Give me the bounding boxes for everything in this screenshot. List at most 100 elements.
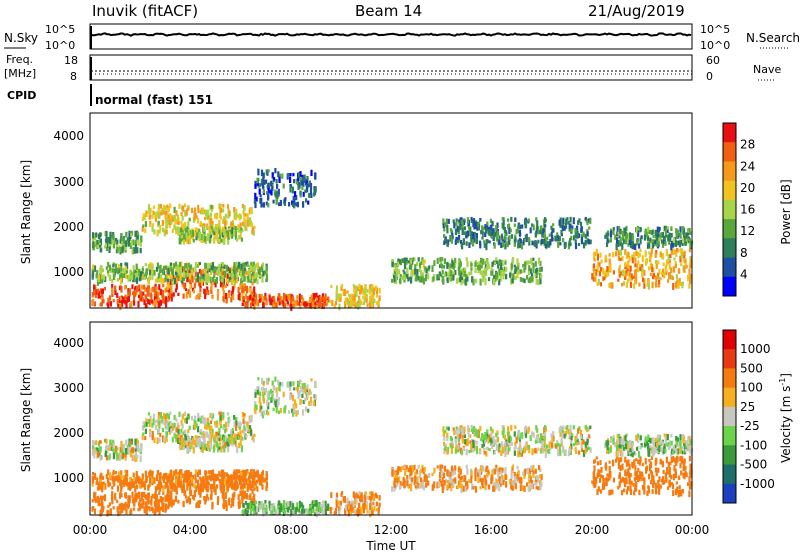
velocity-cell: [484, 485, 487, 491]
power-cell: [101, 292, 104, 297]
power-cell: [184, 203, 187, 208]
power-cell: [143, 284, 146, 290]
velocity-cell: [114, 471, 117, 475]
power-cell: [439, 257, 442, 262]
velocity-cell: [529, 435, 532, 442]
power-cell: [619, 236, 622, 243]
power-cell: [685, 236, 688, 244]
power-cell: [260, 197, 263, 203]
velocity-cell: [158, 509, 161, 516]
power-cell: [458, 267, 461, 275]
power-cell: [144, 294, 147, 301]
power-cell: [625, 233, 628, 239]
power-cell: [205, 215, 208, 219]
power-cell: [207, 274, 210, 282]
velocity-cell: [245, 478, 248, 485]
velocity-cell: [231, 485, 234, 490]
power-cell: [436, 274, 439, 281]
power-cell: [209, 212, 213, 217]
power-cell: [528, 265, 531, 271]
velocity-cell: [413, 464, 416, 471]
power-cell: [572, 217, 575, 225]
power-cell: [258, 294, 261, 298]
velocity-cell: [438, 478, 441, 483]
power-cell: [584, 217, 587, 221]
velocity-cell: [214, 440, 217, 447]
velocity-cell: [243, 483, 246, 489]
power-cell: [159, 270, 162, 274]
power-cell: [200, 224, 203, 228]
power-cell: [119, 274, 122, 280]
power-cell: [266, 185, 269, 189]
power-cell: [622, 235, 625, 241]
power-cell: [485, 259, 488, 265]
power-colorbar-segment: [723, 180, 736, 201]
velocity-cell: [513, 472, 516, 478]
velocity-cell: [236, 446, 239, 454]
velocity-cell: [440, 471, 443, 477]
power-cell: [134, 285, 137, 290]
power-cell: [161, 294, 164, 299]
power-cell: [370, 286, 373, 292]
power-cell: [439, 264, 442, 268]
velocity-cell: [371, 491, 374, 497]
power-cell: [296, 295, 299, 300]
power-cell: [231, 231, 234, 237]
power-cell: [399, 259, 403, 266]
power-cell: [593, 270, 596, 278]
power-cell: [95, 232, 98, 238]
power-cell: [173, 214, 176, 220]
velocity-cell: [261, 470, 265, 476]
velocity-cell: [490, 474, 493, 481]
power-cell: [283, 292, 286, 300]
velocity-cell: [226, 473, 230, 481]
power-cell: [96, 288, 100, 295]
velocity-cell: [239, 490, 242, 497]
power-cell: [664, 234, 668, 238]
power-cell: [654, 259, 658, 264]
velocity-cell: [229, 437, 232, 444]
power-cell: [223, 271, 227, 278]
power-cell: [193, 215, 196, 221]
velocity-cell: [210, 494, 213, 501]
velocity-cell: [213, 488, 216, 493]
velocity-cell: [134, 486, 137, 493]
velocity-cell: [95, 449, 98, 454]
velocity-cell: [120, 493, 123, 498]
power-cell: [287, 293, 290, 300]
power-cell: [599, 252, 602, 258]
velocity-cell: [501, 468, 504, 472]
power-cell: [674, 281, 678, 289]
velocity-cell: [516, 478, 519, 483]
velocity-cell: [406, 475, 409, 479]
power-cell: [545, 238, 548, 244]
power-cell: [465, 274, 468, 282]
velocity-cell: [197, 412, 200, 419]
power-cell: [171, 268, 175, 276]
velocity-cell: [251, 480, 254, 484]
velocity-cell: [127, 485, 130, 491]
power-cell: [225, 264, 228, 272]
velocity-cell: [204, 500, 207, 505]
power-cell: [542, 228, 545, 233]
power-cell: [562, 217, 565, 224]
velocity-cell: [178, 476, 181, 483]
velocity-cell: [362, 502, 365, 510]
velocity-cell: [186, 479, 189, 487]
power-cell: [416, 269, 419, 276]
power-cell: [407, 260, 410, 264]
velocity-cell: [147, 485, 150, 491]
power-cell: [465, 257, 468, 261]
power-cell: [158, 230, 161, 234]
date-title: 21/Aug/2019: [588, 2, 685, 20]
power-colorbar-label: Power [dB]: [779, 179, 793, 244]
power-cell: [164, 298, 168, 303]
velocity-cell: [346, 497, 349, 505]
velocity-cell: [221, 479, 224, 483]
power-cell: [369, 295, 372, 302]
velocity-cell: [91, 481, 94, 487]
velocity-cell: [181, 423, 184, 429]
power-cell: [182, 272, 185, 280]
power-cell: [210, 286, 213, 291]
power-cell: [470, 269, 473, 276]
